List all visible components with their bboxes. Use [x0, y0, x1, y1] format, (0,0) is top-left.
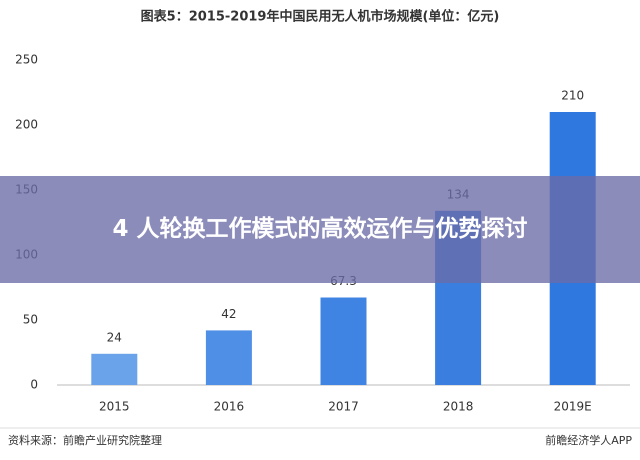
x-tick-label: 2019E — [554, 400, 592, 414]
x-tick-label: 2015 — [99, 400, 130, 414]
value-label: 24 — [107, 330, 122, 344]
y-tick-label: 250 — [15, 53, 38, 67]
bar — [205, 330, 252, 385]
overlay-text: 4 人轮换工作模式的高效运作与优势探讨 — [112, 216, 528, 242]
bar — [320, 297, 367, 385]
brand: 前瞻经济学人APP — [545, 433, 632, 447]
source: 资料来源：前瞻产业研究院整理 — [8, 433, 162, 447]
x-tick-label: 2016 — [214, 400, 245, 414]
value-label: 42 — [221, 307, 236, 321]
y-tick-label: 200 — [15, 118, 38, 132]
overlay-banner: 4 人轮换工作模式的高效运作与优势探讨 — [0, 176, 640, 283]
bar — [91, 353, 138, 385]
y-tick-label: 0 — [30, 378, 38, 392]
chart-title: 图表5：2015-2019年中国民用无人机市场规模(单位：亿元) — [141, 9, 500, 25]
x-tick-label: 2017 — [328, 400, 359, 414]
x-tick-label: 2018 — [443, 400, 474, 414]
value-label: 210 — [561, 89, 584, 103]
y-tick-label: 50 — [23, 313, 38, 327]
